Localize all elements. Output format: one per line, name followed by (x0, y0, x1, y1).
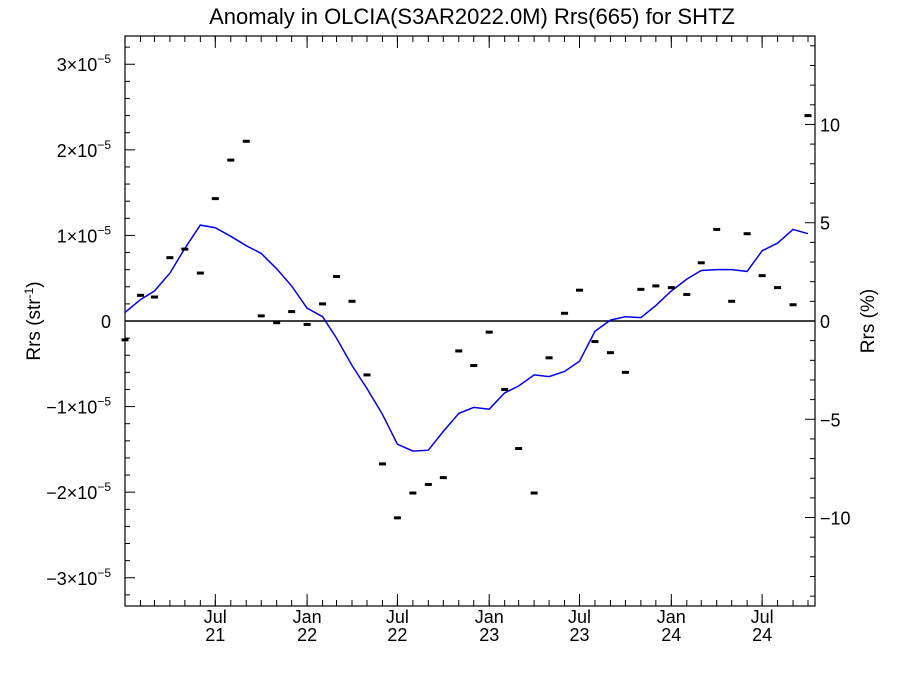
x-tick-label-year: 24 (661, 625, 681, 645)
smoothed-anomaly-line (124, 224, 809, 452)
data-point-marker (485, 330, 493, 334)
y-axis-label-right: Rrs (%) (858, 289, 879, 353)
data-point-marker (530, 491, 538, 495)
data-point-marker (758, 274, 766, 278)
chart-title: Anomaly in OLCIA(S3AR2022.0M) Rrs(665) f… (209, 4, 735, 29)
left-tick-label: −2×10−5 (46, 480, 111, 503)
left-tick-exponent: −5 (97, 52, 111, 66)
left-tick-exponent: −5 (97, 223, 111, 237)
data-point-marker (378, 462, 386, 466)
data-point-marker (333, 274, 341, 278)
data-point-marker (136, 293, 144, 297)
data-point-marker (363, 373, 371, 377)
data-point-marker (455, 349, 463, 353)
data-point-marker (501, 387, 509, 391)
data-point-marker (576, 288, 584, 292)
data-point-marker (196, 271, 204, 275)
right-axis: 10 5 0 −5 −10 (805, 45, 851, 597)
data-point-marker (303, 322, 311, 326)
left-tick-label: 1×10−5 (57, 223, 112, 246)
data-point-marker (743, 232, 751, 236)
data-point-marker (150, 295, 158, 299)
data-point-marker (667, 286, 675, 290)
data-point-marker (561, 311, 569, 315)
left-tick-mantissa: 1×10 (57, 226, 98, 246)
right-tick-label: 5 (820, 214, 830, 234)
x-tick-label-month: Jul (204, 607, 227, 627)
data-point-marker (804, 114, 812, 118)
data-point-marker (273, 321, 281, 325)
series-monthly-points (121, 114, 812, 520)
data-point-marker (606, 351, 614, 355)
data-point-marker (591, 340, 599, 344)
x-tick-label-year: 23 (479, 625, 499, 645)
data-point-marker (288, 310, 296, 314)
left-tick-label: 0 (101, 312, 111, 332)
left-axis: 3×10−52×10−51×10−50−1×10−5−2×10−5−3×10−5 (46, 46, 135, 596)
data-point-marker (789, 303, 797, 307)
x-tick-label-month: Jul (386, 607, 409, 627)
x-tick-label-month: Jan (293, 607, 322, 627)
left-tick-label: 2×10−5 (57, 138, 112, 161)
left-tick-mantissa: −2×10 (46, 483, 97, 503)
left-tick-exponent: −5 (97, 480, 111, 494)
x-tick-label-year: 23 (569, 625, 589, 645)
data-point-marker (257, 314, 265, 318)
x-tick-label-year: 21 (205, 625, 225, 645)
data-point-marker (227, 158, 235, 162)
data-point-marker (713, 227, 721, 231)
left-tick-mantissa: 3×10 (57, 55, 98, 75)
left-tick-exponent: −5 (97, 138, 111, 152)
x-tick-label-month: Jul (751, 607, 774, 627)
data-point-marker (697, 261, 705, 265)
left-tick-mantissa: 0 (101, 312, 111, 332)
data-point-marker (774, 286, 782, 290)
right-tick-label: 0 (820, 312, 830, 332)
data-point-marker (181, 247, 189, 251)
left-tick-label: −3×10−5 (46, 566, 111, 589)
data-point-marker (409, 491, 417, 495)
data-point-marker (470, 364, 478, 368)
left-tick-mantissa: 2×10 (57, 141, 98, 161)
data-point-marker (683, 292, 691, 296)
x-tick-label-year: 22 (387, 625, 407, 645)
data-point-marker (319, 302, 327, 306)
series-blue-line (124, 224, 809, 452)
data-point-marker (166, 256, 174, 260)
data-point-marker (545, 356, 553, 360)
data-point-marker (242, 139, 250, 143)
data-point-marker (393, 516, 401, 520)
x-tick-label-month: Jul (568, 607, 591, 627)
data-point-marker (424, 482, 432, 486)
data-point-marker (348, 299, 356, 303)
y-axis-label-left-close: ) (24, 281, 45, 287)
left-tick-exponent: −5 (97, 395, 111, 409)
x-tick-label-year: 24 (752, 625, 772, 645)
data-point-marker (515, 447, 523, 451)
x-tick-label-month: Jan (657, 607, 686, 627)
right-tick-label: −10 (820, 509, 851, 529)
right-tick-label: 10 (820, 115, 840, 135)
y-axis-label-left-text: Rrs (str (24, 298, 45, 361)
left-tick-label: −1×10−5 (46, 395, 111, 418)
data-point-marker (121, 338, 129, 342)
data-point-marker (621, 370, 629, 374)
left-tick-exponent: −5 (97, 566, 111, 580)
data-point-marker (652, 284, 660, 288)
data-point-marker (439, 476, 447, 480)
data-point-marker (211, 197, 219, 201)
right-tick-label: −5 (820, 410, 841, 430)
y-axis-label-left-superscript: -1 (22, 287, 36, 298)
data-point-marker (728, 299, 736, 303)
left-tick-mantissa: −3×10 (46, 569, 97, 589)
x-tick-label-month: Jan (475, 607, 504, 627)
x-tick-label-year: 22 (297, 625, 317, 645)
y-axis-label-left: Rrs (str-1) (22, 281, 45, 360)
data-point-marker (637, 287, 645, 291)
left-tick-mantissa: −1×10 (46, 398, 97, 418)
left-tick-label: 3×10−5 (57, 52, 112, 75)
